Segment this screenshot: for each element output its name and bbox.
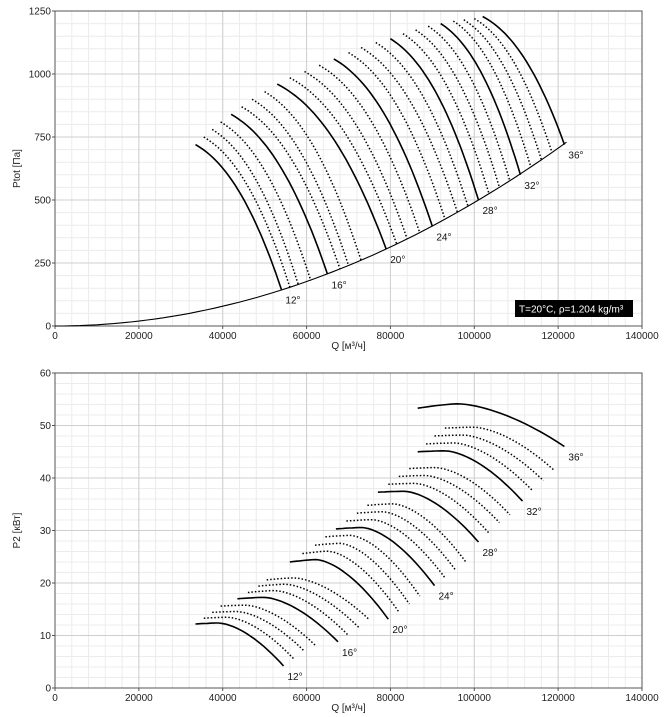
x-tick-label: 20000 [125, 331, 153, 342]
power-curve-18deg [258, 583, 360, 629]
x-axis-label: Q [м³/ч] [331, 703, 366, 714]
y-tick-label: 20 [40, 579, 52, 590]
x-tick-label: 60000 [293, 331, 321, 342]
blade-curve-21deg [289, 77, 398, 245]
y-tick-label: 750 [34, 133, 51, 144]
angle-label: 12° [288, 672, 303, 683]
blade-curve-32deg [440, 22, 522, 176]
y-tick-label: 50 [40, 421, 52, 432]
y-tick-label: 1000 [29, 70, 52, 81]
power-curve-17deg [247, 589, 350, 637]
power-curve-16deg [237, 596, 339, 643]
power-curve-13deg [203, 616, 295, 660]
power-curve-26deg [356, 511, 456, 571]
power-curve-25deg [346, 518, 446, 579]
power-curve-21deg [302, 550, 400, 613]
x-tick-label: 80000 [377, 331, 405, 342]
y-axis-label: P2 [кВт] [12, 512, 23, 548]
x-tick-label: 60000 [293, 693, 321, 704]
x-tick-label: 40000 [209, 331, 237, 342]
power-curve-32deg [417, 449, 524, 502]
x-tick-label: 0 [52, 331, 58, 342]
blade-curve-25deg [348, 51, 446, 220]
angle-label: 32° [524, 181, 539, 192]
y-tick-label: 40 [40, 474, 52, 485]
power-curve-22deg [314, 542, 410, 605]
x-tick-label: 140000 [625, 331, 659, 342]
power-curve-27deg [367, 503, 467, 563]
power-curve-23deg [325, 534, 421, 597]
blade-curve-14deg [211, 128, 299, 285]
angle-label: 24° [438, 592, 453, 603]
angle-label: 28° [482, 206, 497, 217]
y-tick-label: 500 [34, 196, 51, 207]
angle-label: 12° [285, 295, 300, 306]
blade-curve-31deg [427, 25, 511, 182]
power-curve-20deg [289, 558, 389, 620]
blade-curve-13deg [203, 136, 291, 288]
y-tick-label: 60 [40, 369, 52, 380]
blade-curve-16deg [230, 113, 329, 275]
angle-label: 28° [482, 548, 497, 559]
angle-label: 24° [436, 232, 451, 243]
y-tick-label: 30 [40, 526, 52, 537]
blade-curve-12deg [195, 143, 283, 290]
power-curve-35deg [444, 426, 555, 471]
x-tick-label: 120000 [541, 693, 575, 704]
plot-border [54, 10, 643, 327]
angle-label: 20° [392, 625, 407, 636]
power-curve-14deg [212, 610, 306, 652]
pressure-chart: 0 20000 40000 60000 80000 100000 120000 140000 0… [12, 7, 659, 353]
angle-label: 36° [568, 151, 583, 162]
power-curve-12deg [195, 622, 285, 667]
power-curve-33deg [426, 442, 534, 492]
blade-curve-18deg [251, 98, 350, 266]
blade-curve-27deg [375, 41, 469, 207]
power-curve-24deg [335, 526, 436, 587]
y-tick-label: 10 [40, 631, 52, 642]
power-curve-15deg [220, 604, 316, 646]
conditions-annotation: T=20°C, ρ=1.204 kg/m³ [519, 305, 624, 316]
power-curve-34deg [434, 434, 545, 482]
x-tick-label: 40000 [209, 693, 237, 704]
system-curve [55, 141, 567, 327]
y-tick-label: 0 [45, 684, 51, 695]
blade-curve-33deg [452, 20, 532, 168]
blade-curve-20deg [276, 83, 387, 250]
blade-curve-34deg [463, 19, 543, 160]
angle-label: 16° [342, 648, 357, 659]
angle-label: 20° [390, 255, 405, 266]
x-tick-label: 20000 [125, 693, 153, 704]
x-tick-label: 0 [52, 693, 58, 704]
x-tick-label: 100000 [458, 331, 492, 342]
angle-label: 32° [527, 507, 542, 518]
angle-label: 36° [568, 453, 583, 464]
power-chart: 0 20000 40000 60000 80000 100000 120000 140000 0… [12, 369, 659, 715]
x-tick-label: 120000 [541, 331, 575, 342]
x-axis-label: Q [м³/ч] [331, 341, 366, 352]
blade-curve-15deg [220, 121, 312, 281]
y-tick-label: 0 [45, 322, 51, 333]
blade-curve-24deg [333, 58, 434, 227]
blade-curve-22deg [304, 70, 408, 240]
x-tick-label: 140000 [625, 693, 659, 704]
blade-curve-29deg [402, 33, 490, 194]
y-tick-label: 1250 [29, 7, 52, 18]
x-tick-label: 80000 [377, 693, 405, 704]
blade-curve-28deg [389, 38, 480, 201]
plot-area [55, 11, 642, 326]
y-tick-label: 250 [34, 259, 51, 270]
blade-curve-36deg [482, 15, 566, 145]
blade-curve-23deg [318, 64, 421, 234]
angle-label: 16° [332, 280, 347, 291]
power-curve-36deg [417, 402, 565, 448]
power-curve-28deg [377, 490, 480, 543]
blade-curve-30deg [415, 29, 501, 188]
y-axis-label: Ptot [Па] [12, 149, 23, 188]
x-tick-label: 100000 [458, 693, 492, 704]
conditions-annotation-box [515, 300, 633, 317]
